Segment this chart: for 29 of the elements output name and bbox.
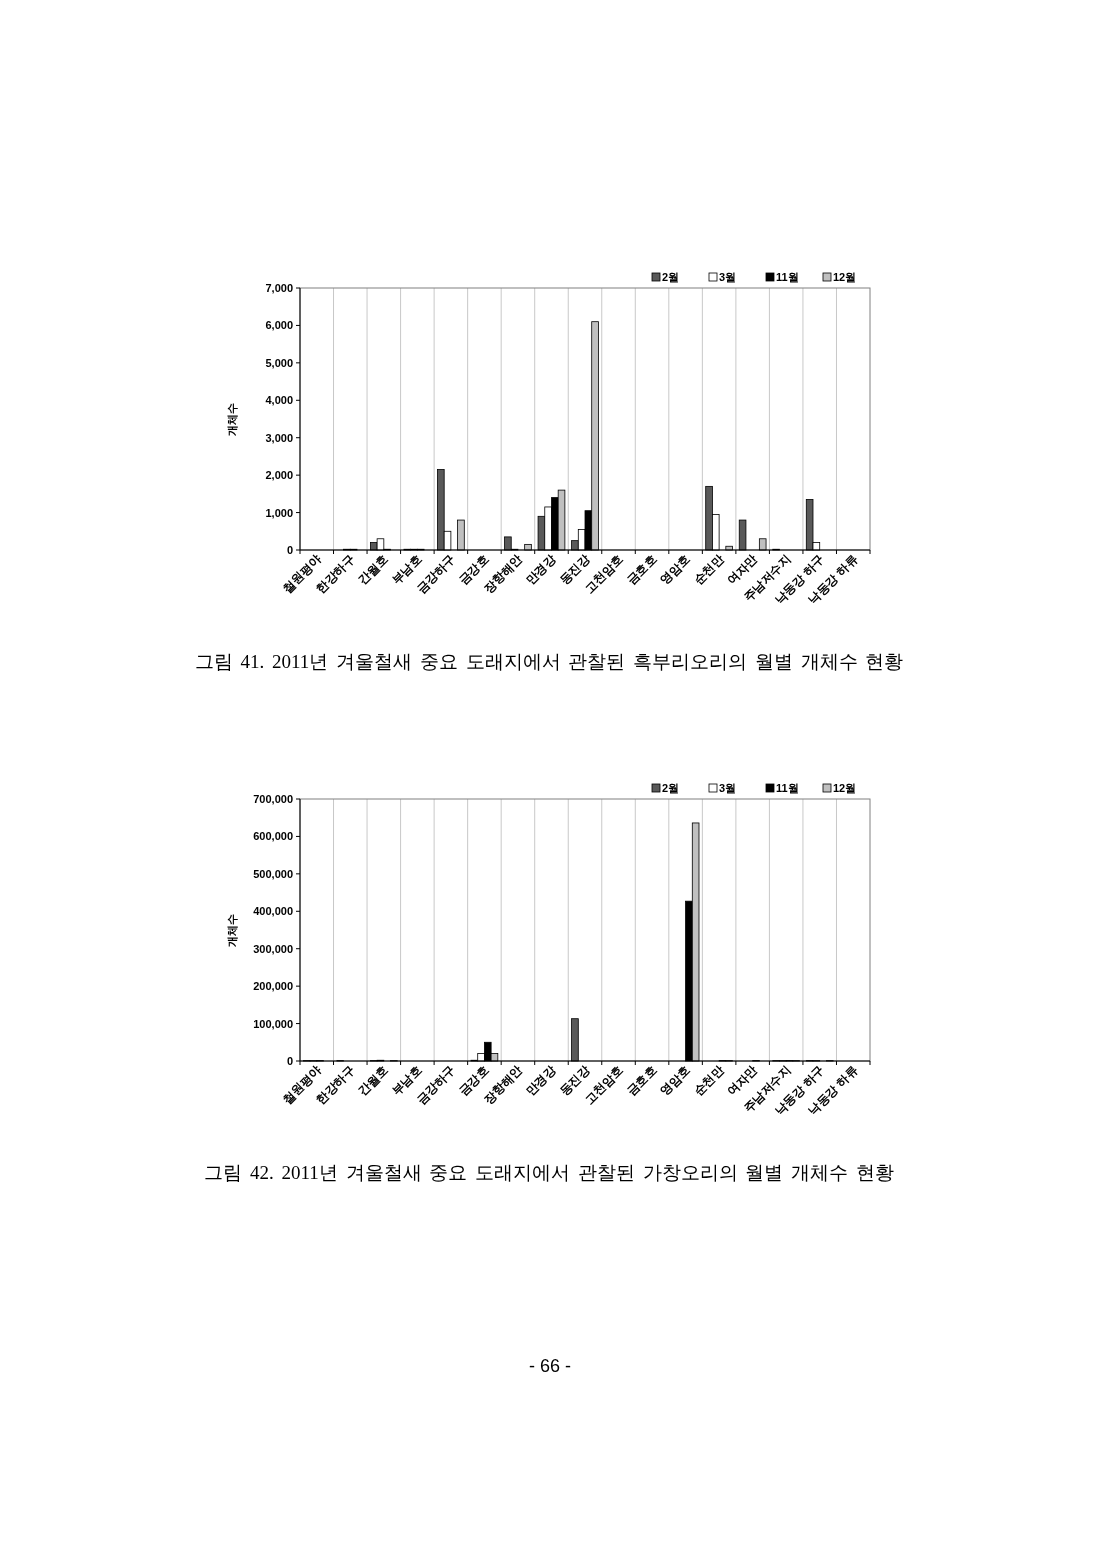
y-tick-label: 200,000 [253, 980, 293, 993]
y-tick-label: 4,000 [265, 394, 293, 407]
y-tick-label: 0 [286, 544, 293, 556]
y-tick-label: 100,000 [253, 1017, 293, 1030]
y-axis-title: 개체수 [226, 402, 238, 436]
y-tick-label: 0 [286, 1055, 293, 1067]
legend-label: 12월 [833, 271, 857, 283]
text: 그림 42. 2011년 겨울철새 중요 도래지에서 관찰된 가창오리의 월별 개체수 현황 [204, 1162, 894, 1183]
legend-label: 2월 [662, 271, 680, 283]
text: 그림 41. 2011년 겨울철새 중요 도래지에서 관찰된 흑부리오리의 월별 개체수 현황 [194, 651, 904, 672]
y-axis-title: 개체수 [226, 913, 238, 947]
legend-label: 3월 [719, 782, 737, 794]
legend-label: 2월 [662, 782, 680, 794]
y-tick-label: 3,000 [265, 431, 293, 444]
legend-label: 12월 [833, 782, 857, 794]
y-tick-label: 400,000 [253, 905, 293, 918]
legend-label: 11월 [776, 271, 799, 283]
y-tick-label: 700,000 [253, 793, 293, 805]
y-tick-label: 500,000 [253, 867, 293, 880]
text: - 66 - [528, 1356, 572, 1376]
legend-label: 3월 [719, 271, 737, 283]
y-tick-label: 1,000 [265, 506, 293, 519]
y-tick-label: 5,000 [265, 356, 293, 369]
y-tick-label: 300,000 [253, 942, 293, 955]
y-tick-label: 600,000 [253, 830, 293, 843]
y-tick-label: 2,000 [265, 469, 293, 482]
legend-label: 11월 [776, 782, 799, 794]
y-tick-label: 6,000 [265, 319, 293, 332]
y-tick-label: 7,000 [265, 282, 293, 294]
